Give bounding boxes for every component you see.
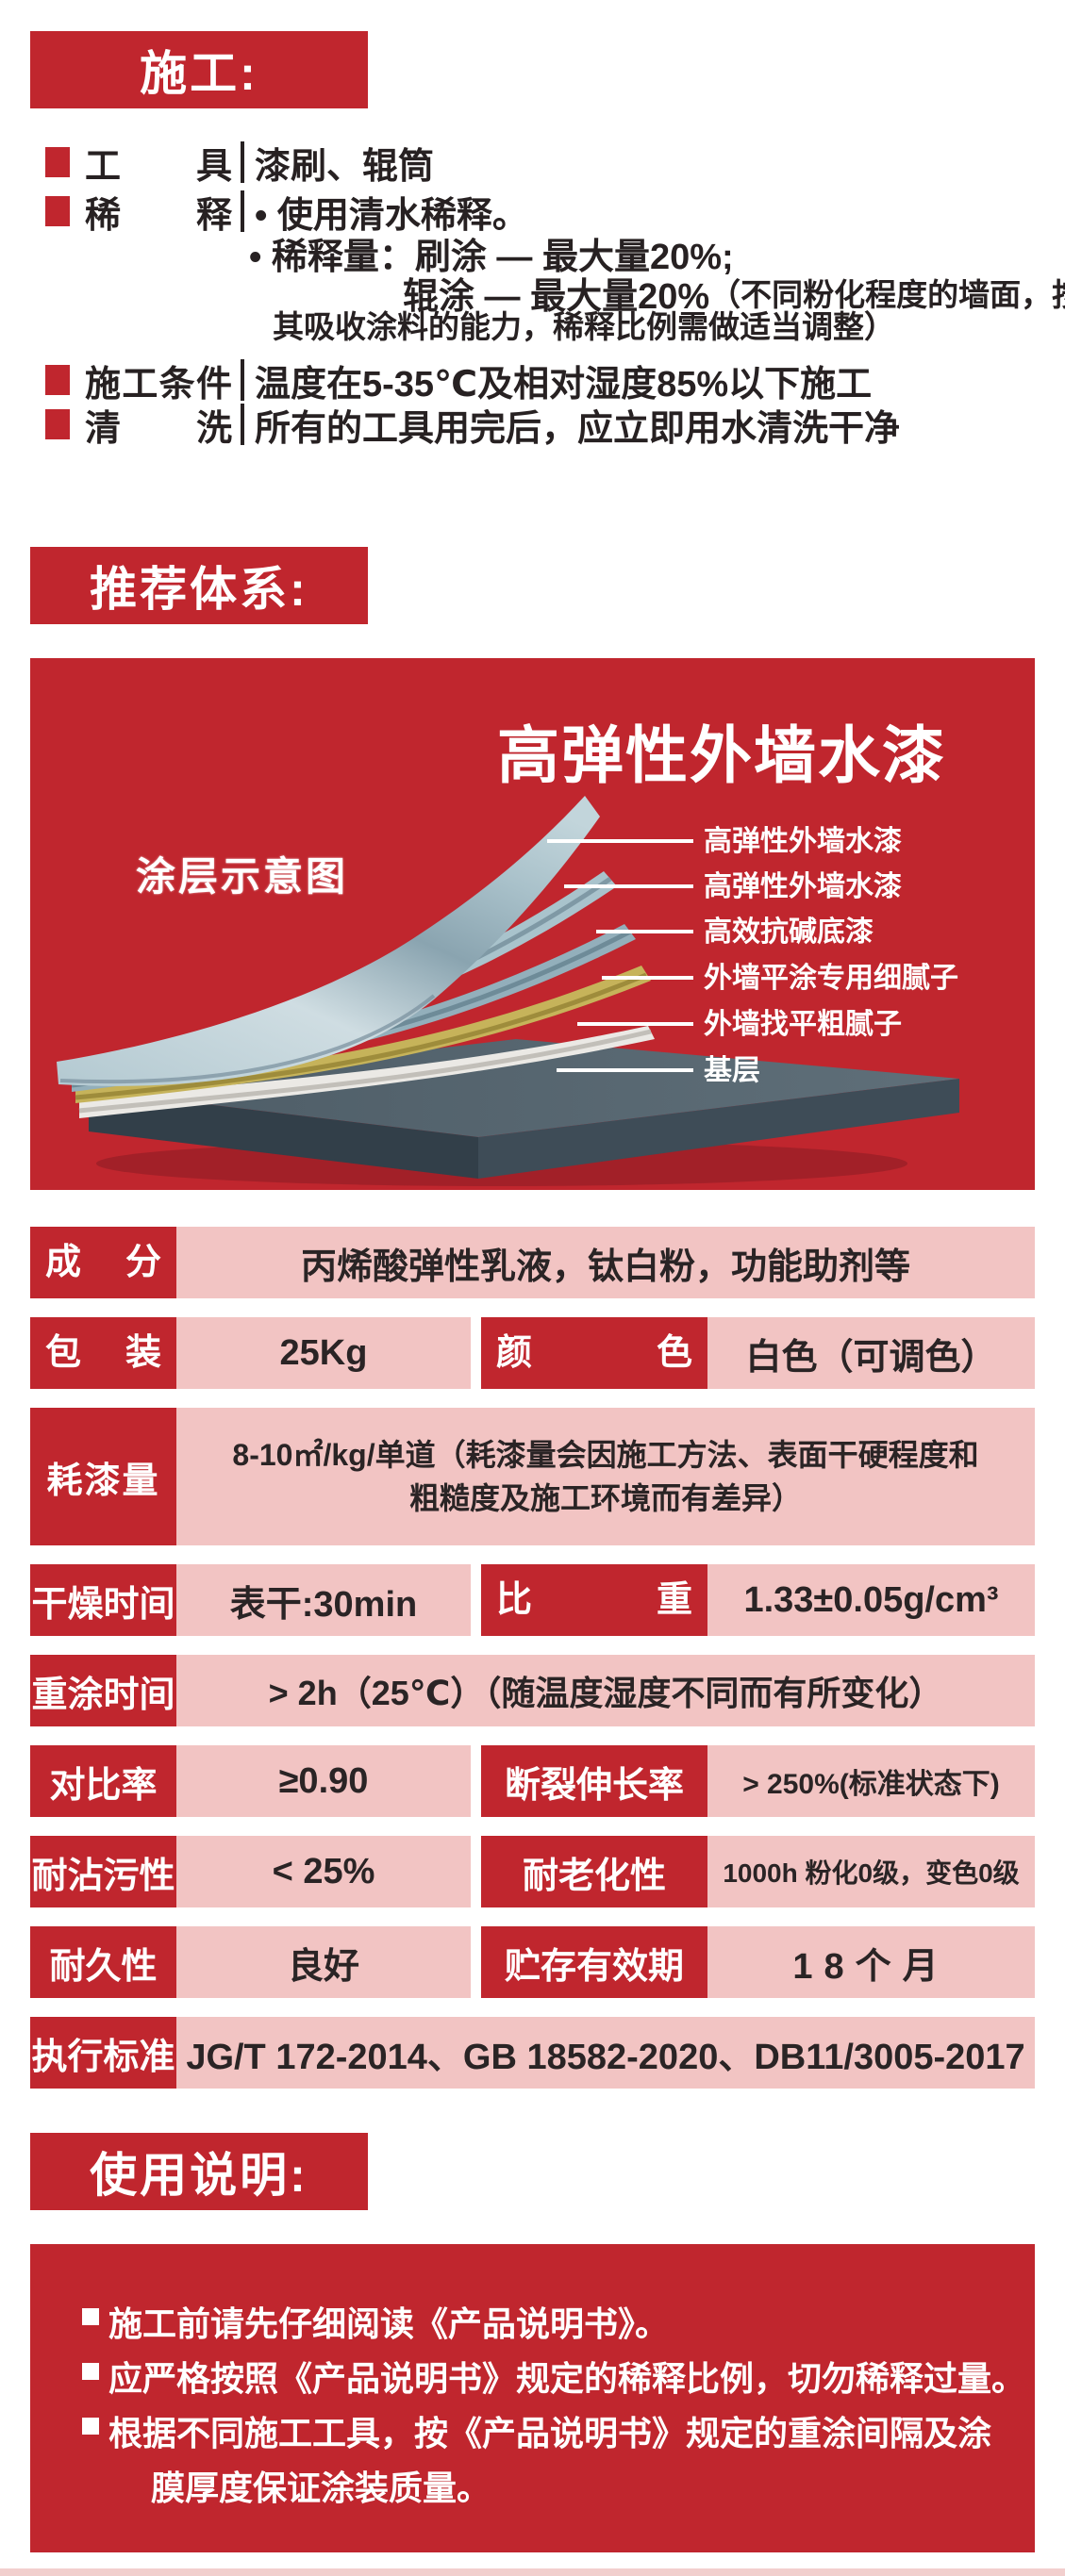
leader-line-4 bbox=[602, 976, 693, 980]
drying-time-label: 干燥时间 bbox=[30, 1564, 176, 1636]
construction-banner: 施工: bbox=[30, 31, 368, 108]
dilution-line-3-note: （不同粉化程度的墙面，按 bbox=[709, 277, 1065, 312]
label-divider bbox=[241, 404, 244, 445]
layer-label-5: 外墙找平粗腻子 bbox=[704, 1009, 902, 1040]
consumption-value-line2: 粗糙度及施工环境而有差异） bbox=[408, 1481, 802, 1515]
usage-note-2: 应严格按照《产品说明书》规定的稀释比例，切勿稀释过量。 bbox=[82, 2352, 1035, 2406]
density-value: 1.33±0.05g/cm³ bbox=[707, 1564, 1035, 1636]
bullet-square-icon bbox=[82, 2418, 99, 2435]
aging-resistance-value: 1000h 粉化0级，变色0级 bbox=[707, 1836, 1035, 1907]
table-row-packaging-color: 包装 25Kg 颜色 白色（可调色） bbox=[30, 1317, 1035, 1389]
table-row-durability-shelf: 耐久性 良好 贮存有效期 18个月 bbox=[30, 1926, 1035, 1998]
conditions-value: 温度在5-35℃及相对湿度85%以下施工 bbox=[255, 364, 873, 405]
bullet-square-icon bbox=[45, 409, 70, 439]
tools-label: 工具 bbox=[85, 146, 232, 187]
drying-time-value: 表干:30min bbox=[176, 1564, 471, 1636]
recoat-time-value: > 2h（25℃）（随温度湿度不同而有所变化） bbox=[176, 1655, 1035, 1726]
shelf-life-label: 贮存有效期 bbox=[481, 1926, 707, 1998]
conditions-label: 施工条件 bbox=[85, 364, 232, 405]
consumption-label: 耗漆量 bbox=[30, 1408, 176, 1545]
bottom-accent-strip bbox=[0, 2568, 1065, 2576]
table-row-consumption: 耗漆量 8-10㎡/kg/单道（耗漆量会因施工方法、表面干硬程度和 粗糙度及施工… bbox=[30, 1408, 1035, 1545]
table-row-contrast-elongation: 对比率 ≥0.90 断裂伸长率 > 250%(标准状态下) bbox=[30, 1745, 1035, 1817]
composition-value: 丙烯酸弹性乳液，钛白粉，功能助剂等 bbox=[176, 1227, 1035, 1298]
standards-label: 执行标准 bbox=[30, 2017, 176, 2089]
dilution-line-3-main: 辊涂 — 最大量20% bbox=[403, 276, 710, 317]
consumption-value-line1: 8-10㎡/kg/单道（耗漆量会因施工方法、表面干硬程度和 bbox=[232, 1438, 979, 1472]
usage-note-1: 施工前请先仔细阅读《产品说明书》。 bbox=[82, 2297, 1035, 2352]
tools-value: 漆刷、辊筒 bbox=[255, 146, 435, 187]
leader-line-5 bbox=[577, 1022, 693, 1026]
diagram-caption: 涂层示意图 bbox=[136, 854, 349, 899]
dilution-row: 稀释 • 使用清水稀释。 bbox=[45, 190, 528, 236]
durability-label: 耐久性 bbox=[30, 1926, 176, 1998]
leader-line-6 bbox=[557, 1068, 693, 1072]
composition-label: 成分 bbox=[30, 1227, 176, 1298]
dilution-line-2: • 稀释量：刷涂 — 最大量20%; bbox=[249, 237, 734, 277]
usage-note-3: 根据不同施工工具，按《产品说明书》规定的重涂间隔及涂 bbox=[82, 2406, 1035, 2461]
bullet-square-icon bbox=[45, 147, 70, 177]
density-label: 比重 bbox=[481, 1564, 707, 1636]
elongation-value: > 250%(标准状态下) bbox=[707, 1745, 1035, 1817]
label-divider bbox=[241, 141, 244, 183]
durability-value: 良好 bbox=[176, 1926, 471, 1998]
table-row-drying-density: 干燥时间 表干:30min 比重 1.33±0.05g/cm³ bbox=[30, 1564, 1035, 1636]
contrast-ratio-value: ≥0.90 bbox=[176, 1745, 471, 1817]
system-banner: 推荐体系: bbox=[30, 547, 368, 624]
aging-resistance-label: 耐老化性 bbox=[481, 1836, 707, 1907]
coating-system-panel: 高弹性外墙水漆 涂层示意图 高弹性外墙水漆 高弹性外墙水漆 高效抗碱底漆 外墙平… bbox=[30, 658, 1035, 1190]
contrast-ratio-label: 对比率 bbox=[30, 1745, 176, 1817]
cleaning-label: 清洗 bbox=[85, 408, 232, 449]
label-divider bbox=[241, 359, 244, 401]
conditions-row: 施工条件 温度在5-35℃及相对湿度85%以下施工 bbox=[45, 359, 872, 405]
usage-notes-panel: 施工前请先仔细阅读《产品说明书》。 应严格按照《产品说明书》规定的稀释比例，切勿… bbox=[30, 2244, 1035, 2552]
packaging-value: 25Kg bbox=[176, 1317, 471, 1389]
leader-line-3 bbox=[596, 930, 693, 933]
dilution-label: 稀释 bbox=[85, 195, 232, 236]
standards-value: JG/T 172-2014、GB 18582-2020、DB11/3005-20… bbox=[176, 2017, 1035, 2089]
table-row-composition: 成分 丙烯酸弹性乳液，钛白粉，功能助剂等 bbox=[30, 1227, 1035, 1298]
tools-row: 工具 漆刷、辊筒 bbox=[45, 141, 434, 187]
table-row-recoat: 重涂时间 > 2h（25℃）（随温度湿度不同而有所变化） bbox=[30, 1655, 1035, 1726]
system-banner-label: 推荐体系: bbox=[90, 563, 308, 616]
layer-label-4: 外墙平涂专用细腻子 bbox=[704, 963, 958, 994]
dilution-line-1: • 使用清水稀释。 bbox=[255, 195, 528, 236]
layer-label-3: 高效抗碱底漆 bbox=[704, 916, 874, 948]
recoat-time-label: 重涂时间 bbox=[30, 1655, 176, 1726]
bullet-square-icon bbox=[45, 196, 70, 226]
leader-line-1 bbox=[547, 839, 693, 843]
packaging-label: 包装 bbox=[30, 1317, 176, 1389]
cleaning-row: 清洗 所有的工具用完后，应立即用水清洗干净 bbox=[45, 404, 900, 449]
layer-label-1: 高弹性外墙水漆 bbox=[704, 826, 902, 857]
table-row-standards: 执行标准 JG/T 172-2014、GB 18582-2020、DB11/30… bbox=[30, 2017, 1035, 2089]
usage-banner: 使用说明: bbox=[30, 2133, 368, 2210]
bullet-square-icon bbox=[45, 365, 70, 395]
consumption-value: 8-10㎡/kg/单道（耗漆量会因施工方法、表面干硬程度和 粗糙度及施工环境而有… bbox=[176, 1408, 1035, 1545]
leader-line-2 bbox=[564, 884, 693, 888]
cleaning-value: 所有的工具用完后，应立即用水清洗干净 bbox=[255, 408, 901, 449]
dilution-line-4: 其吸收涂料的能力，稀释比例需做适当调整） bbox=[273, 309, 895, 344]
usage-banner-label: 使用说明: bbox=[90, 2149, 308, 2202]
label-divider bbox=[241, 190, 244, 232]
color-value: 白色（可调色） bbox=[707, 1317, 1035, 1389]
layer-label-2: 高弹性外墙水漆 bbox=[704, 871, 902, 902]
dilution-line-3: 辊涂 — 最大量20% （不同粉化程度的墙面，按 bbox=[403, 272, 1065, 317]
construction-banner-label: 施工: bbox=[140, 47, 258, 100]
stain-resistance-value: < 25% bbox=[176, 1836, 471, 1907]
usage-note-3-continued: 膜厚度保证涂装质量。 bbox=[151, 2469, 491, 2507]
shelf-life-value: 18个月 bbox=[707, 1926, 1035, 1998]
coating-layers-illustration bbox=[57, 796, 959, 1186]
system-title: 高弹性外墙水漆 bbox=[497, 720, 946, 790]
color-label: 颜色 bbox=[481, 1317, 707, 1389]
stain-resistance-label: 耐沾污性 bbox=[30, 1836, 176, 1907]
bullet-square-icon bbox=[82, 2308, 99, 2325]
elongation-label: 断裂伸长率 bbox=[481, 1745, 707, 1817]
layer-label-6: 基层 bbox=[704, 1055, 760, 1086]
table-row-stain-aging: 耐沾污性 < 25% 耐老化性 1000h 粉化0级，变色0级 bbox=[30, 1836, 1035, 1907]
bullet-square-icon bbox=[82, 2363, 99, 2380]
